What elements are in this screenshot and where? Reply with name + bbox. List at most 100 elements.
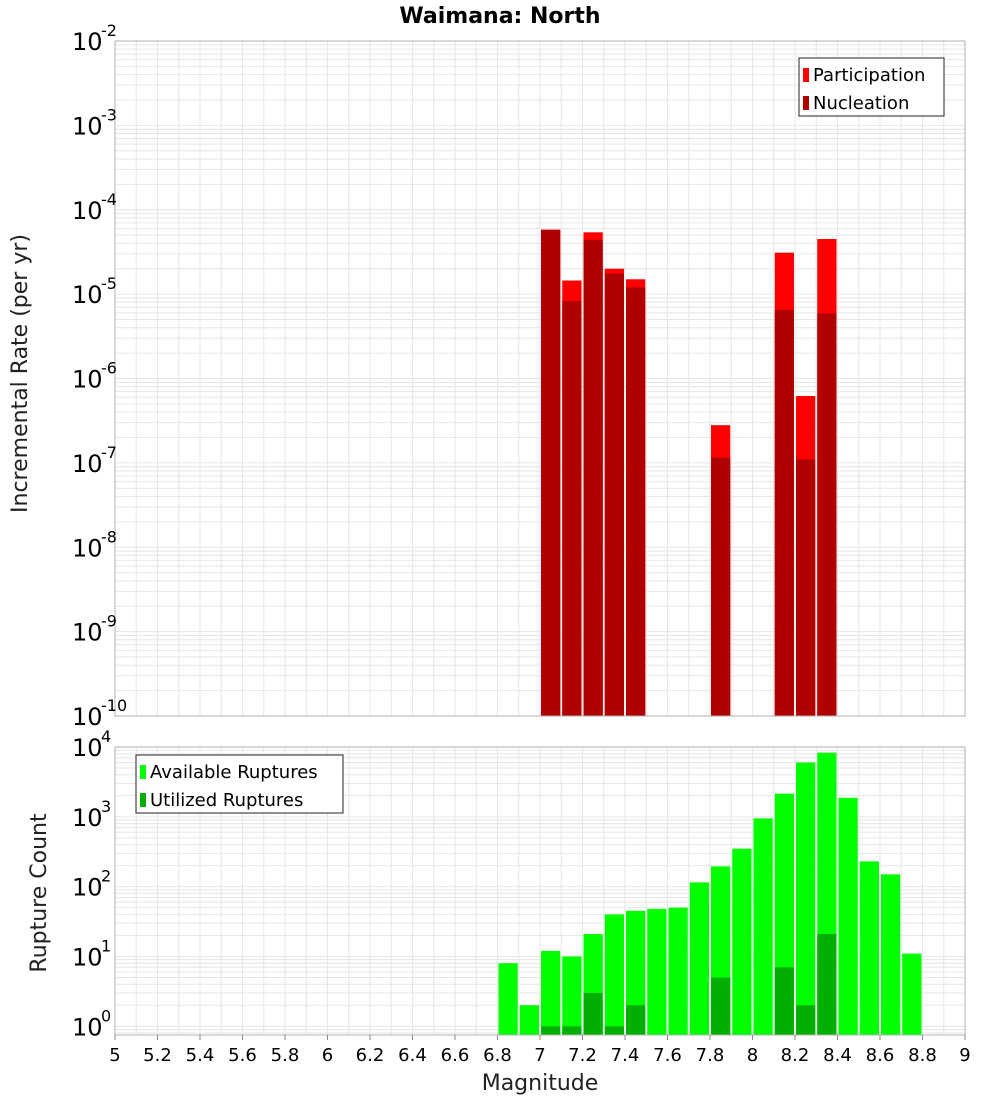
y-tick-label: 10-9 (72, 612, 117, 647)
x-tick-label: 7.4 (611, 1045, 640, 1066)
y-tick-base: 10 (72, 1013, 103, 1041)
x-tick-label: 5 (109, 1045, 120, 1066)
utilized-ruptures-bar (604, 1026, 624, 1035)
legend-label: Available Ruptures (150, 762, 318, 783)
x-tick-label: 7.8 (696, 1045, 725, 1066)
x-tick-label: 6.2 (356, 1045, 385, 1066)
y-tick-base: 10 (72, 619, 103, 647)
available-ruptures-bar (881, 874, 901, 1035)
chart-title: Waimana: North (399, 4, 600, 29)
nucleation-bar (711, 457, 731, 716)
y-tick-label: 101 (72, 936, 111, 971)
magnitude-x-axis-label: Magnitude (482, 1071, 599, 1096)
y-tick-base: 10 (72, 943, 103, 971)
y-tick-exponent: 3 (101, 797, 111, 816)
y-tick-exponent: 1 (101, 936, 111, 955)
available-ruptures-bar (647, 908, 667, 1035)
x-tick-label: 7 (534, 1045, 545, 1066)
y-tick-exponent: 0 (101, 1006, 111, 1025)
utilized-ruptures-bar (796, 1005, 816, 1035)
y-tick-base: 10 (72, 703, 103, 731)
rate-y-ticks: 10-210-310-410-510-610-710-810-910-10 (72, 21, 127, 731)
y-tick-label: 10-3 (72, 105, 117, 140)
available-ruptures-bar (902, 953, 922, 1035)
available-ruptures-bar (796, 762, 816, 1035)
y-tick-label: 10-8 (72, 527, 117, 562)
y-tick-base: 10 (72, 197, 103, 225)
x-tick-label: 7.2 (568, 1045, 597, 1066)
y-tick-label: 10-6 (72, 359, 117, 394)
y-tick-label: 100 (72, 1006, 111, 1041)
utilized-ruptures-bar (711, 977, 731, 1035)
y-tick-base: 10 (72, 874, 103, 902)
y-tick-base: 10 (72, 804, 103, 832)
legend-swatch (140, 793, 146, 807)
y-tick-exponent: -8 (101, 527, 117, 546)
x-tick-label: 6 (322, 1045, 333, 1066)
y-tick-exponent: -7 (101, 443, 117, 462)
available-ruptures-bar (519, 1005, 539, 1035)
y-tick-exponent: -9 (101, 612, 117, 631)
y-tick-label: 103 (72, 797, 111, 832)
y-tick-label: 10-2 (72, 21, 117, 56)
legend-box (135, 754, 344, 814)
y-tick-base: 10 (72, 28, 103, 56)
y-tick-exponent: -6 (101, 359, 117, 378)
legend-box (798, 57, 945, 117)
count-bars (498, 752, 922, 1035)
available-ruptures-bar (498, 963, 518, 1035)
available-ruptures-bar (732, 848, 752, 1035)
nucleation-bar (562, 300, 582, 716)
x-tick-label: 6.6 (441, 1045, 470, 1066)
y-tick-base: 10 (72, 534, 103, 562)
nucleation-bar (626, 287, 646, 716)
x-tick-label: 5.8 (271, 1045, 300, 1066)
utilized-ruptures-bar (583, 992, 603, 1035)
x-tick-label: 8.2 (781, 1045, 810, 1066)
nucleation-bar (774, 309, 794, 716)
count-y-axis-label: Rupture Count (27, 813, 52, 973)
x-tick-label: 5.6 (228, 1045, 257, 1066)
utilized-ruptures-bar (817, 933, 837, 1035)
nucleation-bar (796, 459, 816, 716)
y-tick-label: 10-10 (72, 696, 127, 731)
x-tick-label: 5.4 (186, 1045, 215, 1066)
x-tick-label: 8.4 (823, 1045, 852, 1066)
rate-panel: 10-210-310-410-510-610-710-810-910-10 Pa… (8, 21, 966, 731)
y-tick-exponent: 4 (101, 727, 111, 746)
x-tick-label: 5.2 (143, 1045, 172, 1066)
rate-plot-frame (114, 40, 966, 717)
legend-label: Participation (813, 65, 925, 86)
y-tick-exponent: -10 (101, 696, 127, 715)
y-tick-exponent: -4 (101, 190, 117, 209)
available-ruptures-bar (604, 914, 624, 1035)
available-ruptures-bar (541, 950, 561, 1035)
x-tick-label: 6.8 (483, 1045, 512, 1066)
y-tick-exponent: -2 (101, 21, 117, 40)
x-tick-label: 9 (959, 1045, 970, 1066)
count-legend: Available Ruptures Utilized Ruptures (135, 754, 344, 814)
utilized-ruptures-bar (541, 1026, 561, 1035)
available-ruptures-bar (668, 907, 688, 1035)
nucleation-bar (541, 229, 561, 717)
y-tick-exponent: -5 (101, 274, 117, 293)
utilized-ruptures-bar (774, 967, 794, 1035)
rate-y-axis-label: Incremental Rate (per yr) (8, 234, 33, 513)
y-tick-label: 10-7 (72, 443, 117, 478)
x-tick-label: 6.4 (398, 1045, 427, 1066)
available-ruptures-bar (753, 818, 773, 1035)
legend-swatch (140, 765, 146, 779)
y-tick-exponent: -3 (101, 105, 117, 124)
nucleation-bar (604, 273, 624, 716)
y-tick-label: 10-5 (72, 274, 117, 309)
rate-bars (541, 229, 837, 717)
x-tick-label: 8.6 (866, 1045, 895, 1066)
available-ruptures-bar (838, 797, 858, 1035)
available-ruptures-bar (562, 956, 582, 1035)
y-tick-label: 10-4 (72, 190, 117, 225)
legend-swatch (803, 68, 809, 82)
nucleation-bar (817, 313, 837, 716)
